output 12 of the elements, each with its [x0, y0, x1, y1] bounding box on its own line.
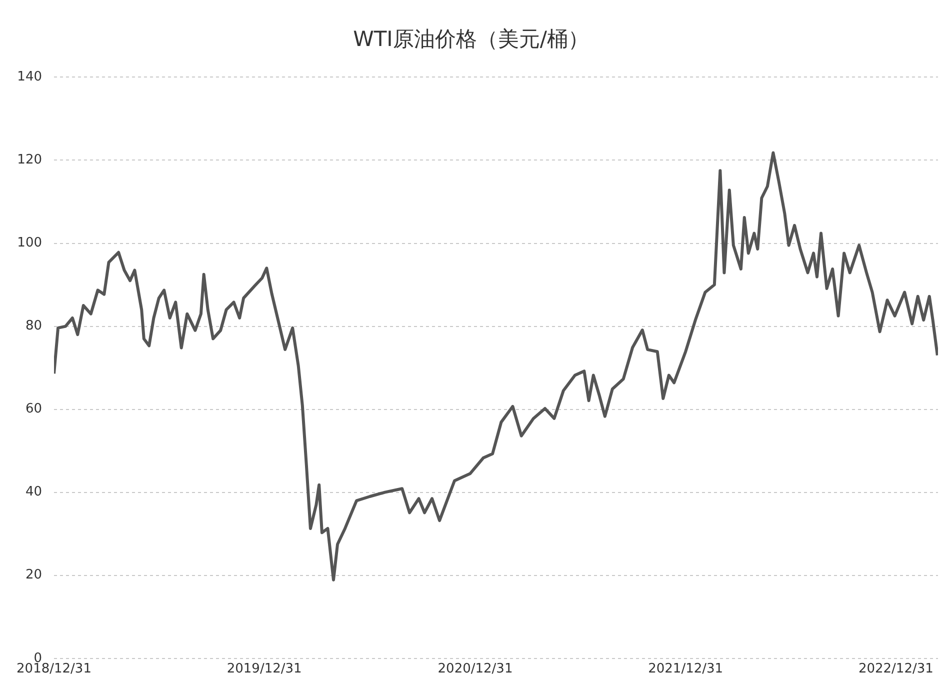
y-tick-label: 60 — [25, 402, 42, 417]
y-tick-label: 40 — [25, 484, 42, 500]
chart-title: WTI原油价格（美元/桶） — [353, 27, 589, 52]
x-tick-label: 2020/12/31 — [438, 662, 513, 677]
x-tick-label: 2021/12/31 — [648, 662, 724, 677]
x-tick-label: 2022/12/31 — [858, 662, 934, 677]
y-tick-label: 140 — [17, 70, 42, 85]
y-tick-label: 20 — [25, 568, 42, 583]
y-tick-label: 80 — [25, 318, 42, 334]
y-tick-label: 100 — [17, 236, 42, 251]
y-tick-label: 120 — [17, 152, 42, 168]
x-tick-label: 2019/12/31 — [226, 662, 302, 677]
